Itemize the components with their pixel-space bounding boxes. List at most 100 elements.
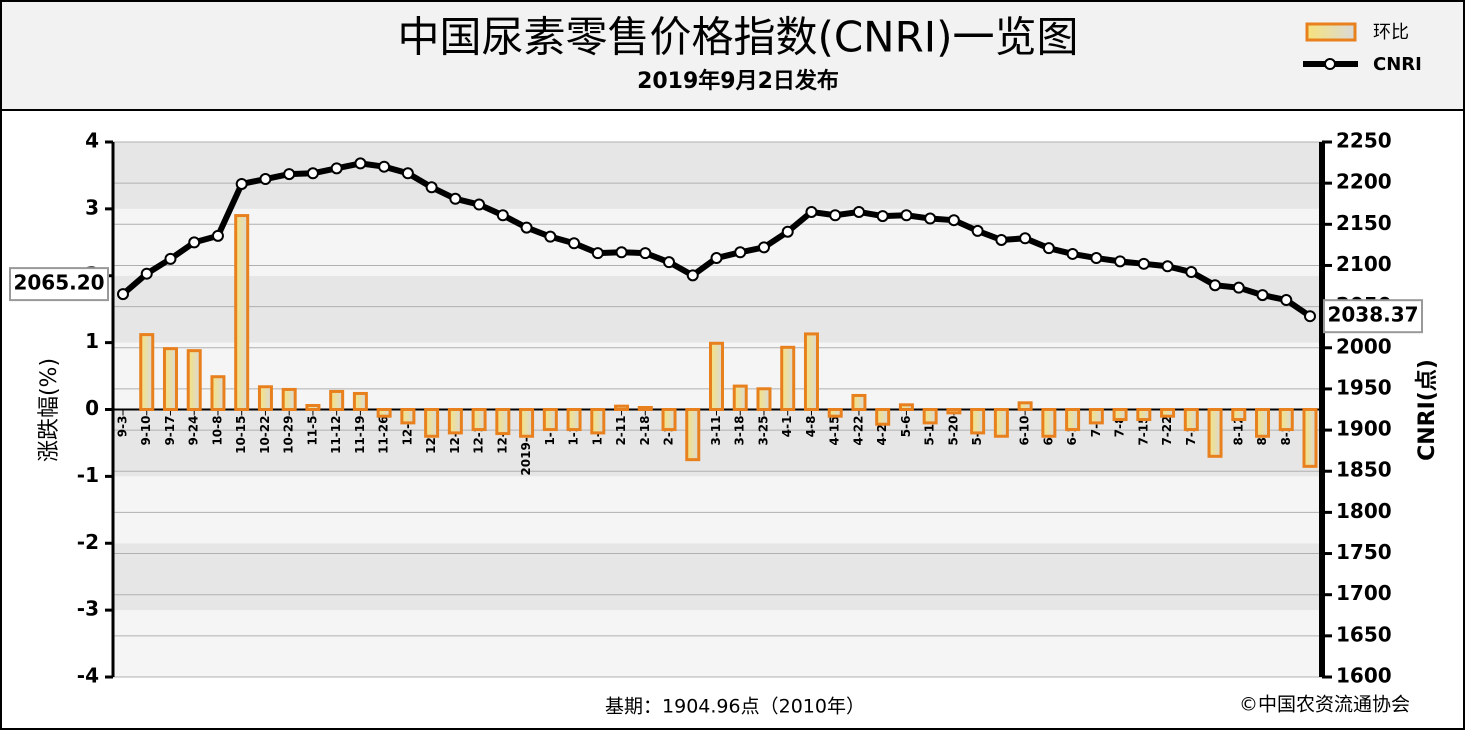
callout-box [9, 267, 109, 302]
legend-label: CNRI [1373, 54, 1422, 75]
grid-band [113, 543, 1322, 611]
x-tick-label: 5-20 [946, 416, 960, 446]
footnote: 基期：1904.96点（2010年） [605, 696, 865, 718]
x-tick-label: 2-11 [614, 416, 628, 446]
line-marker [1090, 252, 1103, 265]
line-marker [1161, 260, 1174, 273]
x-tick-label: 7-22 [1160, 416, 1174, 446]
bar [1112, 408, 1128, 422]
bar [210, 375, 226, 412]
bar [614, 404, 630, 411]
bar [1017, 401, 1033, 411]
bar [1041, 408, 1057, 438]
bar [875, 408, 891, 426]
line-marker [615, 246, 628, 259]
x-tick-label: 10-8 [210, 416, 224, 446]
line-marker [1304, 310, 1316, 323]
x-tick-label: 11-12 [329, 416, 343, 454]
x-tick-label: 6-10 [1018, 416, 1032, 446]
x-tick-label: 9-3 [116, 416, 130, 438]
bar [709, 341, 724, 412]
bar [376, 408, 392, 418]
line-marker [1256, 289, 1269, 302]
x-tick-label: 4-8 [804, 416, 818, 438]
line-marker [449, 192, 462, 205]
y2-tick-label: 1750 [1336, 540, 1392, 564]
line-marker [1209, 279, 1222, 292]
line-marker [117, 288, 129, 301]
line-marker [734, 246, 747, 259]
bar [661, 408, 677, 432]
line-marker [1019, 232, 1032, 245]
bar [946, 408, 962, 415]
line-marker [211, 229, 224, 242]
line-marker [473, 198, 486, 211]
legend-swatch-bar [1305, 22, 1357, 42]
line-marker [354, 157, 367, 170]
x-tick-label: 7-15 [1136, 416, 1150, 446]
line-marker [1137, 257, 1150, 270]
bar [732, 384, 748, 411]
line-marker [757, 241, 770, 254]
bar [139, 333, 155, 412]
x-tick-label: 11-19 [353, 416, 367, 454]
line-marker [1042, 242, 1055, 255]
line-marker [306, 167, 319, 180]
line-marker [1280, 294, 1293, 307]
y2-tick-label: 1700 [1336, 581, 1392, 605]
line-marker [591, 247, 604, 260]
bar [1160, 408, 1176, 418]
bar [305, 403, 321, 411]
line-marker [520, 221, 533, 234]
line-marker [259, 173, 272, 186]
line-marker [235, 177, 248, 190]
x-tick-label: 11-5 [305, 416, 319, 446]
bar [234, 214, 250, 411]
y2-tick-label: 1650 [1336, 622, 1392, 646]
y-tick-label: 1 [85, 329, 99, 353]
y2-tick-label: 1950 [1336, 375, 1392, 399]
line-marker [710, 252, 723, 265]
line-marker [995, 233, 1008, 246]
line-marker [1066, 247, 1079, 260]
y-axis-label: 涨跌幅(%) [37, 358, 62, 462]
line-marker [639, 247, 652, 260]
bar [898, 403, 914, 412]
bar [162, 347, 178, 411]
y-tick-label: -3 [77, 597, 99, 621]
y2-tick-label: 2250 [1336, 129, 1392, 153]
x-tick-label: 4-1 [780, 416, 794, 438]
line-marker [283, 168, 296, 181]
line-marker [568, 237, 581, 250]
bar [566, 408, 582, 432]
bar [756, 387, 772, 411]
line-marker [164, 252, 177, 265]
line-marker [140, 267, 153, 280]
bar [1207, 408, 1223, 458]
chart-title: 中国尿素零售价格指数(CNRI)一览图 [397, 13, 1078, 62]
line-marker [1185, 266, 1198, 279]
line-marker [924, 212, 937, 225]
x-tick-label: 5-6 [899, 416, 913, 438]
line-marker [876, 210, 889, 223]
bar [424, 408, 440, 438]
y2-tick-label: 2100 [1336, 252, 1392, 276]
line-marker [330, 162, 343, 175]
bar [1302, 408, 1318, 468]
bar [1278, 408, 1294, 432]
bar [993, 408, 1009, 438]
header [0, 0, 1465, 111]
bar [1183, 408, 1199, 432]
bar [1088, 408, 1104, 425]
line-marker [378, 160, 391, 173]
y2-axis-label: CNRI(点) [1414, 359, 1440, 461]
bar [1136, 408, 1152, 422]
bar [1231, 408, 1247, 422]
y2-tick-label: 1900 [1336, 417, 1392, 441]
grid-band [113, 476, 1322, 544]
x-tick-label: 9-10 [139, 416, 153, 446]
x-tick-label: 10-29 [282, 416, 296, 454]
y-tick-label: 0 [85, 396, 99, 420]
y-tick-label: -1 [77, 463, 99, 487]
y2-tick-label: 1800 [1336, 499, 1392, 523]
